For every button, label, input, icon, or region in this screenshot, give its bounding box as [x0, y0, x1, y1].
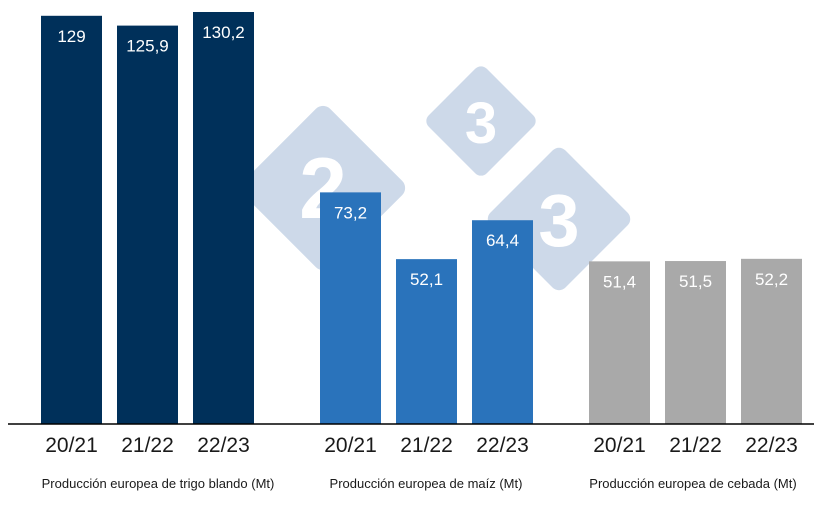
bar-3-1 [589, 261, 650, 424]
x-tick-label: 22/23 [745, 434, 798, 457]
x-tick-label: 21/22 [669, 434, 722, 457]
bar-value-label: 73,2 [334, 203, 367, 222]
bar-value-label: 130,2 [202, 23, 245, 42]
bar-2-1 [320, 192, 381, 424]
bar-2-3 [472, 220, 533, 424]
x-tick-label: 20/21 [45, 434, 98, 457]
bar-value-label: 51,4 [603, 272, 636, 291]
x-tick-label: 22/23 [197, 434, 250, 457]
group-label: Producción europea de maíz (Mt) [330, 476, 523, 491]
bar-value-label: 51,5 [679, 272, 712, 291]
x-tick-label: 20/21 [593, 434, 646, 457]
bar-3-3 [741, 258, 802, 424]
group-labels: Producción europea de trigo blando (Mt) P… [42, 476, 797, 491]
watermark-digit-3: 3 [538, 179, 579, 262]
watermark-diamond-2 [426, 66, 536, 176]
watermark-digit-2: 3 [465, 91, 497, 156]
x-tick-labels: 20/21 21/22 22/23 20/21 21/22 22/23 20/21 21/22… [45, 434, 798, 457]
x-tick-label: 21/22 [400, 434, 453, 457]
x-tick-label: 21/22 [121, 434, 174, 457]
bar-value-label: 129 [57, 27, 85, 46]
bars-layer: 129 125,9 130,2 73,2 52,1 64,4 51,4 51,5 52,2 [41, 12, 802, 425]
group-label: Producción europea de trigo blando (Mt) [42, 476, 275, 491]
bar-value-label: 125,9 [126, 37, 169, 56]
bar-value-label: 64,4 [486, 231, 519, 250]
group-label: Producción europea de cebada (Mt) [589, 476, 796, 491]
bar-3-2 [665, 261, 726, 424]
x-tick-label: 20/21 [324, 434, 377, 457]
bar-2-2 [396, 259, 457, 424]
bar-1-1 [41, 15, 102, 424]
bar-1-3 [193, 12, 254, 424]
bar-value-label: 52,1 [410, 270, 443, 289]
x-tick-label: 22/23 [476, 434, 529, 457]
bar-1-2 [117, 25, 178, 425]
bar-value-label: 52,2 [755, 270, 788, 289]
